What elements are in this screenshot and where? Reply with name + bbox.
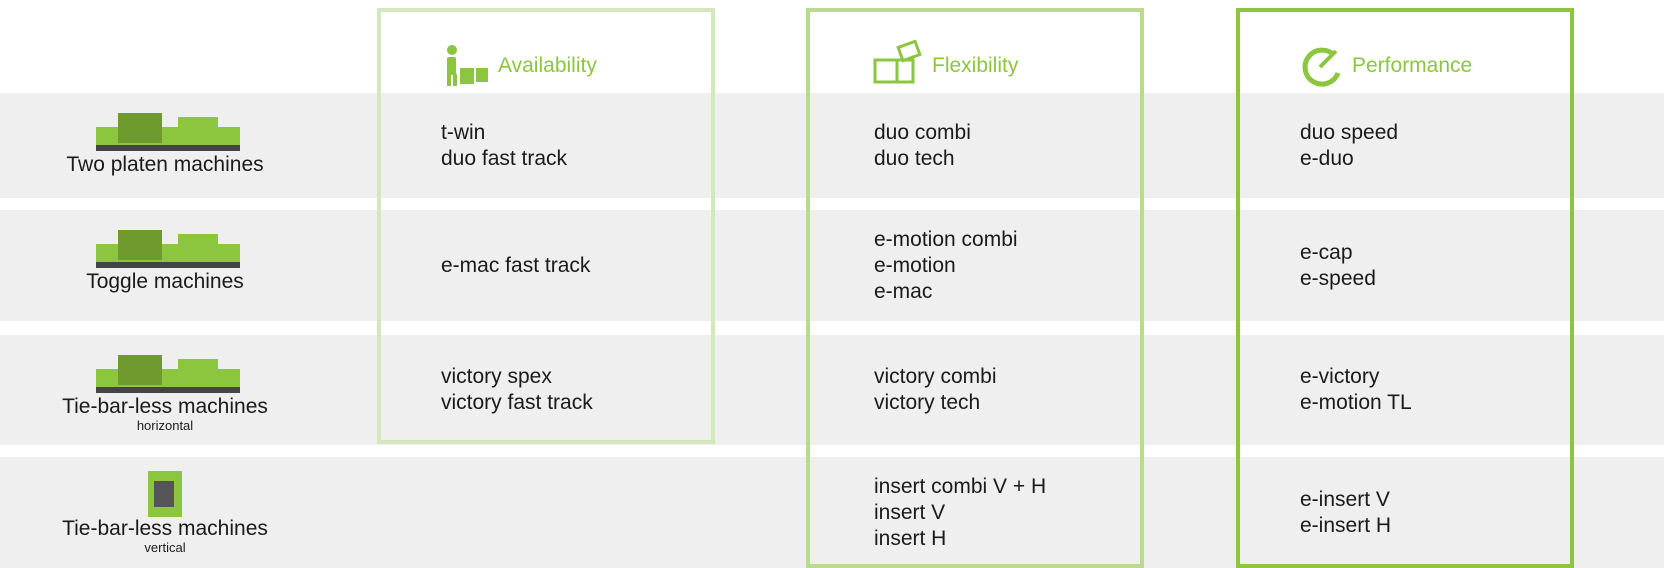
- cell: e-mac fast track: [441, 210, 590, 321]
- product-name: victory spex: [441, 365, 552, 388]
- product-name: t-win: [441, 120, 486, 144]
- product-name: e-insert V: [1300, 487, 1390, 511]
- product-name: e-victory: [1300, 365, 1380, 388]
- flexibility-header: Flexibility: [872, 40, 1019, 88]
- row-label: Tie-bar-less machines horizontal: [10, 395, 320, 433]
- row-label: Toggle machines: [10, 270, 320, 294]
- cell: victory spex victory fast track: [441, 335, 593, 445]
- product-name: victory combi: [874, 365, 997, 388]
- product-name: e-mac: [874, 279, 933, 303]
- product-name: victory tech: [874, 391, 981, 414]
- performance-header: Performance: [1298, 44, 1472, 88]
- cell: duo combi duo tech: [874, 93, 971, 198]
- product-name: e-insert H: [1300, 513, 1392, 537]
- performance-icon: [1302, 47, 1341, 87]
- machine-type: Tie-bar-less machines: [62, 395, 268, 418]
- machine-image: [96, 230, 240, 268]
- product-name: duo speed: [1300, 120, 1399, 144]
- product-name: e-mac fast track: [441, 253, 591, 277]
- column-title: Availability: [498, 54, 597, 77]
- product-name: e-cap: [1300, 240, 1353, 264]
- machine-type: Toggle machines: [86, 270, 244, 293]
- product-name: duo tech: [874, 146, 955, 170]
- cell: t-win duo fast track: [441, 93, 567, 198]
- cell: e-cap e-speed: [1300, 210, 1376, 321]
- product-name: e-duo: [1300, 146, 1354, 170]
- product-name: e-motion: [874, 253, 956, 277]
- cell: duo speed e-duo: [1300, 93, 1398, 198]
- product-name: insert V: [874, 500, 946, 524]
- machine-image: [148, 471, 182, 517]
- product-name: insert combi V + H: [874, 474, 1047, 498]
- availability-header: Availability: [442, 44, 597, 88]
- machine-type: Tie-bar-less machines: [62, 517, 268, 540]
- cell: e-motion combi e-motion e-mac: [874, 210, 1018, 321]
- cell: victory combi victory tech: [874, 335, 997, 445]
- machine-type: Two platen machines: [66, 153, 264, 176]
- column-title: Performance: [1352, 54, 1473, 77]
- product-name: e-motion combi: [874, 227, 1018, 251]
- row-band: [0, 335, 1664, 445]
- row-label: Two platen machines: [10, 153, 320, 177]
- row-band: [0, 93, 1664, 198]
- row-label: Tie-bar-less machines vertical: [10, 517, 320, 555]
- product-name: e-motion TL: [1300, 391, 1412, 414]
- machine-image: [96, 113, 240, 151]
- product-name: duo fast track: [441, 146, 568, 170]
- flexibility-icon: [873, 40, 922, 84]
- row-band: [0, 457, 1664, 568]
- machine-subtype: horizontal: [136, 418, 194, 433]
- product-name: insert H: [874, 526, 947, 550]
- product-name: e-speed: [1300, 266, 1376, 290]
- machine-subtype: vertical: [144, 540, 186, 555]
- availability-icon: [447, 45, 488, 86]
- column-title: Flexibility: [932, 54, 1019, 77]
- machine-image: [96, 355, 240, 393]
- cell: e-victory e-motion TL: [1300, 335, 1412, 445]
- product-name: victory fast track: [441, 391, 593, 414]
- product-name: duo combi: [874, 120, 971, 144]
- row-band: [0, 210, 1664, 321]
